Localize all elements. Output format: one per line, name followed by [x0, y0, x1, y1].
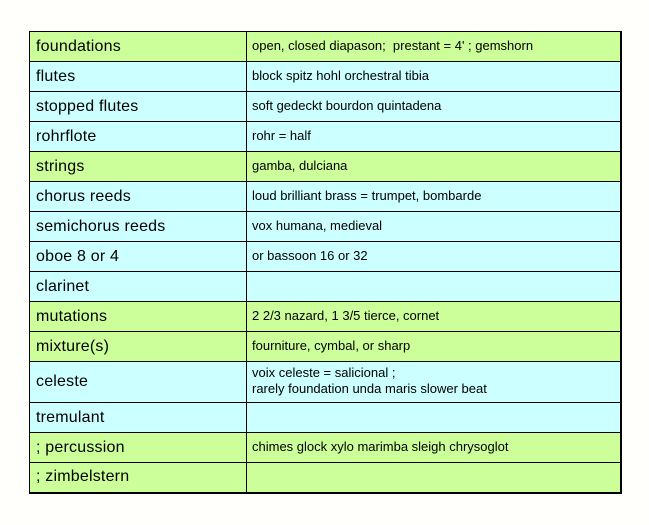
- description-cell: chimes glock xylo marimba sleigh chrysog…: [246, 432, 622, 463]
- table-row: ; zimbelstern: [29, 462, 622, 493]
- description-cell: soft gedeckt bourdon quintadena: [246, 91, 622, 122]
- category-cell: celeste: [29, 361, 247, 403]
- category-cell: semichorus reeds: [29, 211, 247, 242]
- table-row: strings gamba, dulciana: [29, 151, 622, 182]
- category-cell: strings: [29, 151, 247, 182]
- description-cell: loud brilliant brass = trumpet, bombarde: [246, 181, 622, 212]
- table-row: foundations open, closed diapason; presta…: [29, 31, 622, 62]
- table-row: ; percussion chimes glock xylo marimba sl…: [29, 432, 622, 463]
- category-cell: rohrflote: [29, 121, 247, 152]
- table-row: flutes block spitz hohl orchestral tibia: [29, 61, 622, 92]
- description-cell: gamba, dulciana: [246, 151, 622, 182]
- description-cell: [246, 462, 622, 493]
- stops-table-body: foundations open, closed diapason; presta…: [29, 31, 622, 493]
- table-row: mutations 2 2/3 nazard, 1 3/5 tierce, cor…: [29, 301, 622, 332]
- description-cell: [246, 271, 622, 302]
- description-cell: [246, 402, 622, 433]
- description-cell: block spitz hohl orchestral tibia: [246, 61, 622, 92]
- table-row: semichorus reeds vox humana, medieval: [29, 211, 622, 242]
- category-cell: stopped flutes: [29, 91, 247, 122]
- category-cell: mutations: [29, 301, 247, 332]
- description-cell: or bassoon 16 or 32: [246, 241, 622, 272]
- table-row: mixture(s) fourniture, cymbal, or sharp: [29, 331, 622, 362]
- category-cell: flutes: [29, 61, 247, 92]
- organ-stops-table: foundations open, closed diapason; presta…: [29, 31, 622, 494]
- category-cell: ; zimbelstern: [29, 462, 247, 493]
- category-cell: ; percussion: [29, 432, 247, 463]
- table-row: stopped flutes soft gedeckt bourdon quint…: [29, 91, 622, 122]
- table-row: chorus reeds loud brilliant brass = trump…: [29, 181, 622, 212]
- description-cell: open, closed diapason; prestant = 4' ; g…: [246, 31, 622, 62]
- category-cell: foundations: [29, 31, 247, 62]
- category-cell: mixture(s): [29, 331, 247, 362]
- category-cell: clarinet: [29, 271, 247, 302]
- description-cell: fourniture, cymbal, or sharp: [246, 331, 622, 362]
- table-row: rohrflote rohr = half: [29, 121, 622, 152]
- category-cell: oboe 8 or 4: [29, 241, 247, 272]
- description-cell: voix celeste = salicional ; rarely found…: [246, 361, 622, 403]
- description-cell: 2 2/3 nazard, 1 3/5 tierce, cornet: [246, 301, 622, 332]
- table-row: celeste voix celeste = salicional ; rarel…: [29, 361, 622, 403]
- category-cell: chorus reeds: [29, 181, 247, 212]
- table-row: oboe 8 or 4 or bassoon 16 or 32: [29, 241, 622, 272]
- table-row: clarinet: [29, 271, 622, 302]
- category-cell: tremulant: [29, 402, 247, 433]
- description-cell: vox humana, medieval: [246, 211, 622, 242]
- description-cell: rohr = half: [246, 121, 622, 152]
- table-row: tremulant: [29, 402, 622, 433]
